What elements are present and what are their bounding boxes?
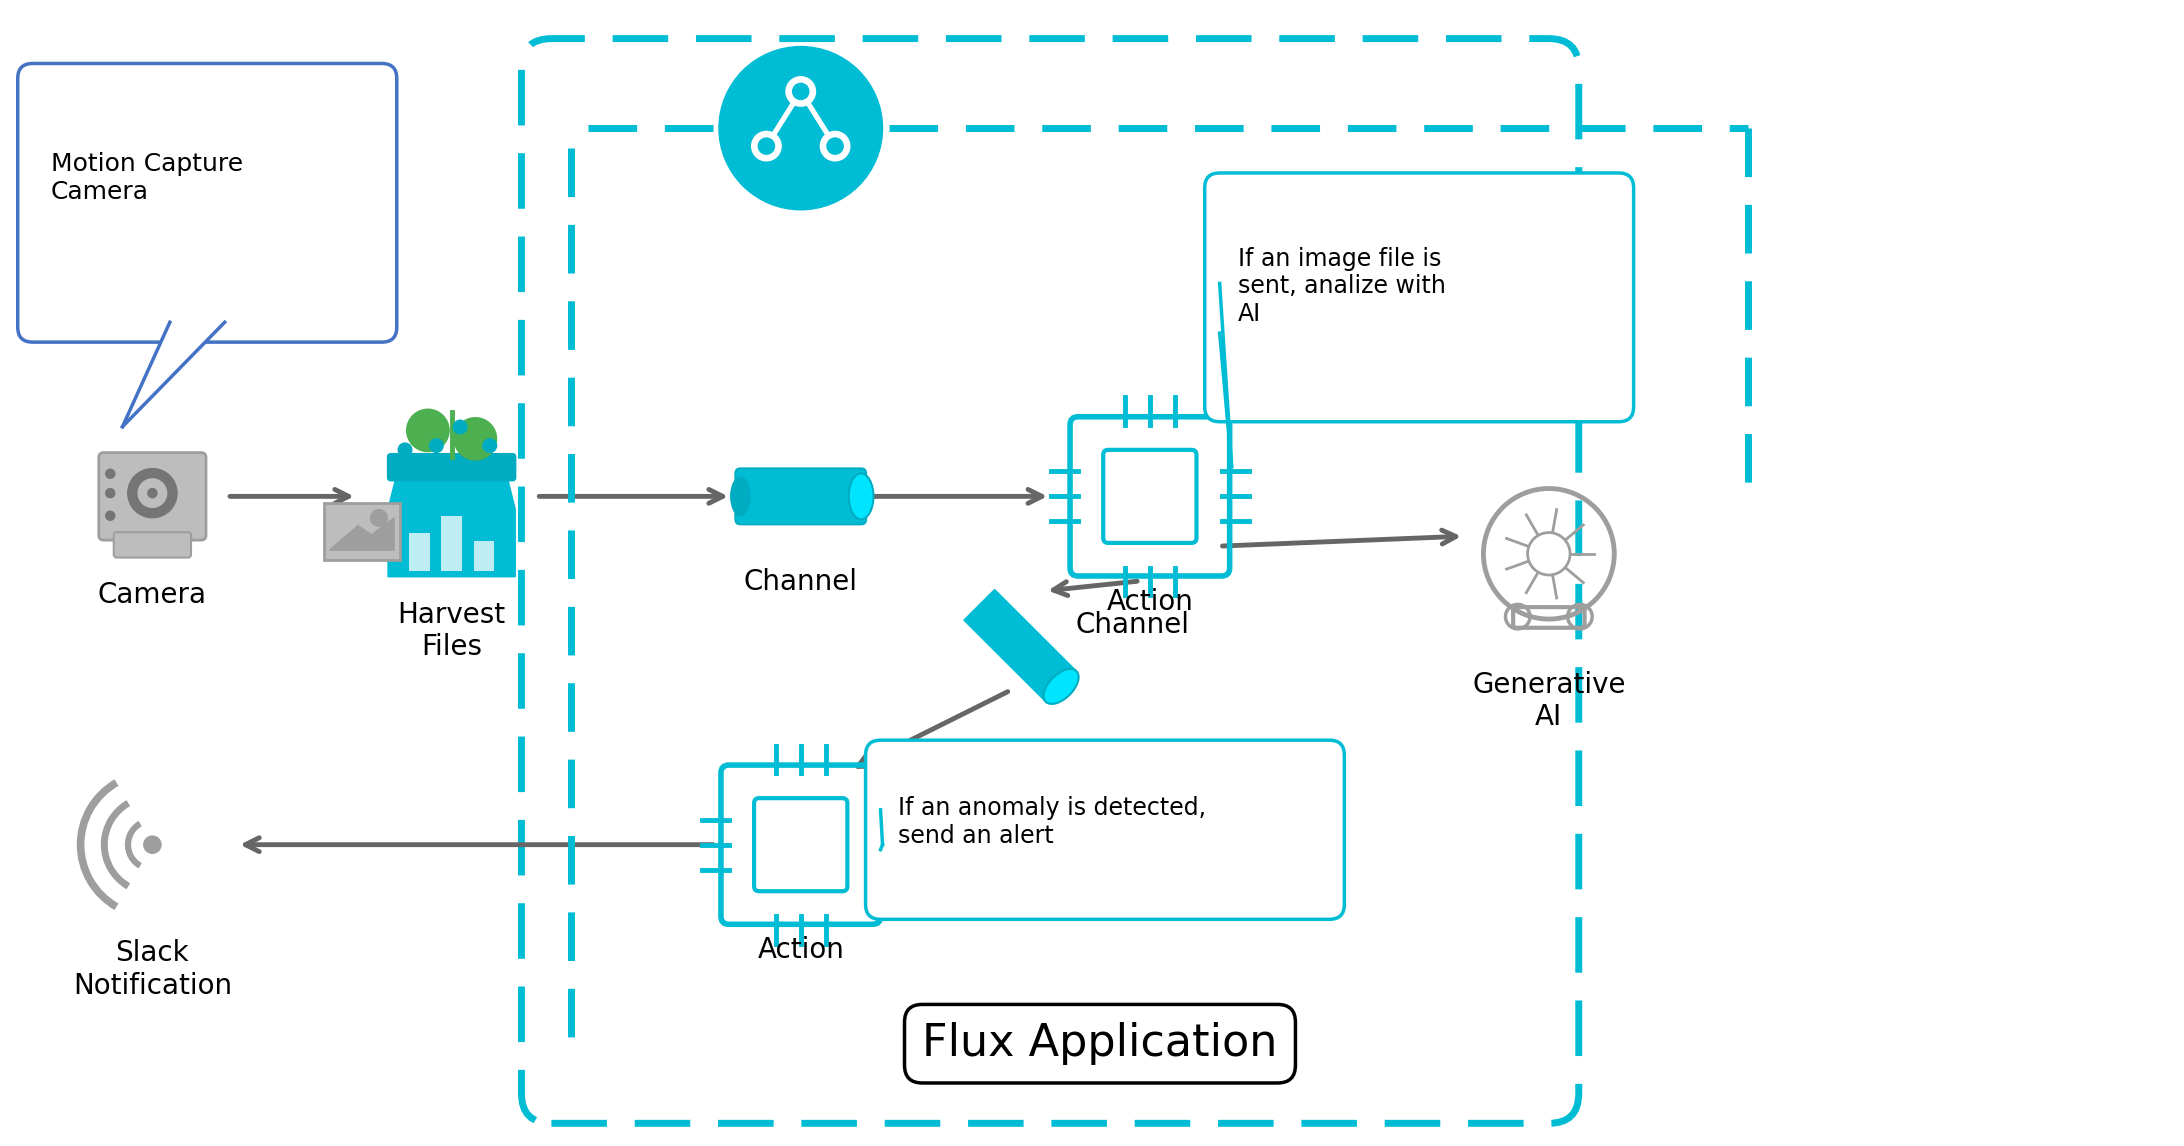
Circle shape — [105, 469, 116, 478]
Text: Motion Capture
Camera: Motion Capture Camera — [50, 152, 242, 204]
FancyBboxPatch shape — [114, 532, 190, 558]
FancyBboxPatch shape — [17, 63, 397, 343]
Text: Harvest
Files: Harvest Files — [397, 601, 507, 661]
Circle shape — [105, 511, 116, 520]
FancyBboxPatch shape — [387, 454, 515, 481]
Circle shape — [821, 132, 850, 160]
Circle shape — [758, 138, 775, 155]
FancyBboxPatch shape — [98, 453, 205, 540]
Polygon shape — [1219, 283, 1232, 466]
Polygon shape — [122, 322, 225, 426]
FancyBboxPatch shape — [736, 469, 867, 525]
Text: If an anomaly is detected,
send an alert: If an anomaly is detected, send an alert — [898, 796, 1206, 848]
FancyBboxPatch shape — [1206, 173, 1634, 422]
FancyBboxPatch shape — [865, 740, 1345, 919]
Text: Action: Action — [758, 936, 845, 964]
Circle shape — [149, 488, 157, 497]
Circle shape — [454, 417, 496, 460]
Polygon shape — [389, 476, 515, 576]
Text: Camera: Camera — [98, 581, 207, 609]
FancyBboxPatch shape — [323, 503, 400, 559]
Text: If an image file is
sent, analize with
AI: If an image file is sent, analize with A… — [1238, 246, 1446, 327]
Circle shape — [406, 409, 450, 452]
Ellipse shape — [1044, 669, 1079, 704]
Text: Action: Action — [1107, 588, 1192, 615]
FancyBboxPatch shape — [441, 516, 461, 571]
Text: Channel: Channel — [1075, 611, 1188, 638]
FancyBboxPatch shape — [474, 541, 494, 571]
Circle shape — [127, 469, 177, 518]
Circle shape — [138, 479, 166, 508]
Ellipse shape — [732, 477, 749, 516]
Text: Slack
Notification: Slack Notification — [72, 940, 232, 999]
Text: Channel: Channel — [745, 568, 858, 596]
Ellipse shape — [850, 473, 874, 519]
Circle shape — [793, 84, 808, 100]
Polygon shape — [963, 589, 1077, 701]
FancyBboxPatch shape — [408, 533, 430, 571]
Circle shape — [828, 138, 843, 155]
Circle shape — [786, 77, 815, 107]
Circle shape — [144, 837, 162, 854]
Circle shape — [105, 488, 116, 497]
Circle shape — [371, 510, 387, 526]
Circle shape — [483, 439, 496, 453]
Circle shape — [454, 421, 467, 434]
Text: Generative
AI: Generative AI — [1472, 670, 1625, 731]
Circle shape — [751, 132, 782, 160]
Circle shape — [719, 47, 882, 210]
Circle shape — [397, 444, 413, 456]
Polygon shape — [330, 518, 393, 550]
Text: Flux Application: Flux Application — [922, 1022, 1278, 1066]
Circle shape — [430, 439, 443, 453]
